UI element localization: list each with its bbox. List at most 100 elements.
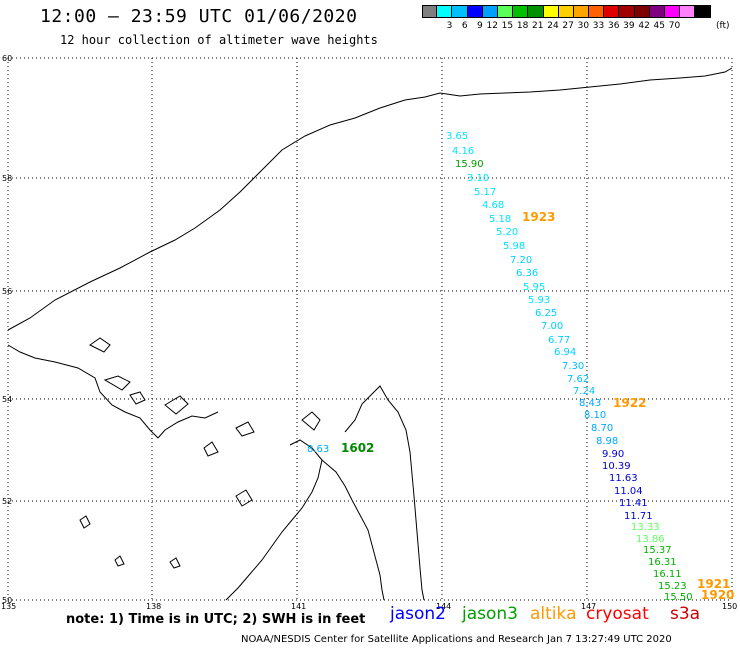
wave-height-label: 5.95	[523, 282, 545, 293]
colorbar-swatch	[558, 5, 574, 18]
map-title: 12:00 — 23:59 UTC 01/06/2020	[40, 6, 358, 27]
colorbar-tick-label: 3	[446, 21, 453, 31]
legend-item-cryosat: cryosat	[586, 604, 649, 624]
colorbar-swatch	[482, 5, 498, 18]
footer-note: note: 1) Time is in UTC; 2) SWH is in fe…	[66, 612, 366, 627]
colorbar-tick-label: 45	[653, 21, 665, 31]
wave-height-label: 8.43	[579, 398, 601, 409]
wave-height-label: 7.30	[562, 361, 584, 372]
map-subtitle: 12 hour collection of altimeter wave hei…	[60, 33, 378, 47]
pass-time-label: 1920	[701, 588, 734, 602]
colorbar-swatch	[452, 5, 468, 18]
colorbar-swatch	[573, 5, 590, 18]
colorbar-tick-label: 27	[562, 21, 574, 31]
wave-height-label: 8.10	[584, 410, 606, 421]
colorbar-swatch	[619, 5, 635, 18]
wave-height-label: 8.63	[307, 444, 329, 455]
wave-height-label: 5.18	[489, 214, 511, 225]
wave-height-label: 11.63	[609, 473, 638, 484]
colorbar-swatch	[695, 5, 711, 18]
wave-height-label: 5.17	[474, 187, 496, 198]
colorbar-swatch	[437, 5, 453, 18]
colorbar-tick-label: 21	[532, 21, 544, 31]
colorbar-tick-label: 42	[638, 21, 650, 31]
lon-label: 138	[146, 602, 161, 611]
wave-height-label: 10.39	[602, 461, 631, 472]
lat-label: 56	[2, 287, 12, 296]
lon-label: 150	[722, 602, 737, 611]
wave-height-label: 7.20	[510, 255, 532, 266]
wave-height-label: 6.94	[554, 347, 576, 358]
colorbar-swatch	[680, 5, 696, 18]
wave-height-label: 7.62	[567, 374, 589, 385]
wave-height-label: 6.36	[516, 268, 538, 279]
wave-height-label: 8.70	[591, 423, 613, 434]
colorbar-swatch	[422, 5, 438, 18]
wave-height-label: 11.41	[619, 498, 648, 509]
colorbar-swatch	[543, 5, 559, 18]
wave-height-label: 4.68	[482, 200, 504, 211]
colorbar-tick-label: 36	[607, 21, 620, 31]
wave-height-label: 16.31	[648, 557, 677, 568]
wave-height-label: 15.50	[664, 592, 693, 603]
lat-label: 58	[2, 174, 12, 183]
colorbar-labels: 3 6 9 12 15 18 21 24 27 30 33 36 39 42 45 70	[422, 21, 681, 31]
colorbar-swatch	[634, 5, 650, 18]
wave-height-label: 6.25	[535, 308, 557, 319]
lon-label: 141	[291, 602, 306, 611]
footer-credit: NOAA/NESDIS Center for Satellite Applica…	[241, 634, 672, 645]
latitude-labels: 60 58 56 54 52 50	[2, 54, 12, 605]
colorbar-swatch	[513, 5, 529, 18]
legend-item-jason2: jason2	[390, 604, 446, 624]
pass-time-label: 1602	[341, 441, 374, 455]
coastline	[7, 67, 733, 601]
colorbar-swatch	[497, 5, 514, 18]
wave-height-label: 3.65	[446, 131, 468, 142]
colorbar-tick-label: 12	[486, 21, 498, 31]
pass-time-label: 1922	[613, 396, 646, 410]
colorbar-swatch	[665, 5, 681, 18]
wave-height-label: 11.71	[624, 511, 653, 522]
wave-height-label: 15.37	[643, 545, 672, 556]
colorbar-tick-label: 30	[577, 21, 590, 31]
wave-height-label: 5.93	[528, 295, 550, 306]
wave-height-label: 9.90	[602, 449, 624, 460]
wave-height-label: 15.90	[455, 159, 484, 170]
pass-time-label: 1923	[522, 210, 555, 224]
wave-height-label: 5.20	[496, 227, 518, 238]
lon-label: 147	[581, 602, 596, 611]
legend-item-altika: altika	[530, 604, 577, 624]
wave-height-label: 16.11	[653, 569, 682, 580]
wave-height-label: 13.86	[636, 534, 665, 545]
longitude-labels: 135 138 141 144 147 150	[1, 602, 737, 611]
legend-item-s3a: s3a	[670, 604, 701, 624]
colorbar-tick-label: 18	[516, 21, 529, 31]
colorbar-tick-label: 33	[592, 21, 605, 31]
wave-height-label: 15.23	[658, 581, 687, 592]
lat-label: 60	[2, 54, 12, 63]
wave-height-label: 3.10	[467, 173, 489, 184]
pass-time-label: 1921	[697, 577, 730, 591]
colorbar-swatch	[604, 5, 620, 18]
wave-height-label: 11.04	[614, 486, 643, 497]
colorbar	[422, 5, 711, 18]
wave-height-label: 13.33	[631, 522, 660, 533]
wave-height-label: 4.16	[452, 146, 474, 157]
wave-height-label: 6.77	[548, 335, 570, 346]
colorbar-swatch	[467, 5, 483, 18]
wave-height-label: 8.98	[596, 436, 618, 447]
wave-height-observations: 3.65 4.16 15.90 3.10 5.17 4.68 5.18 5.20 5.98 7.2…	[307, 131, 693, 603]
lat-label: 54	[2, 395, 12, 404]
lon-label: 144	[436, 602, 451, 611]
colorbar-tick-label: 24	[547, 21, 559, 31]
colorbar-tick-label: 6	[461, 21, 468, 31]
colorbar-tick-label: 15	[501, 21, 514, 31]
colorbar-unit: (ft)	[716, 21, 730, 31]
lon-label: 135	[1, 602, 16, 611]
wave-height-label: 7.00	[541, 321, 563, 332]
colorbar-swatch	[528, 5, 544, 18]
wave-height-label: 5.98	[503, 241, 525, 252]
colorbar-swatch	[589, 5, 605, 18]
